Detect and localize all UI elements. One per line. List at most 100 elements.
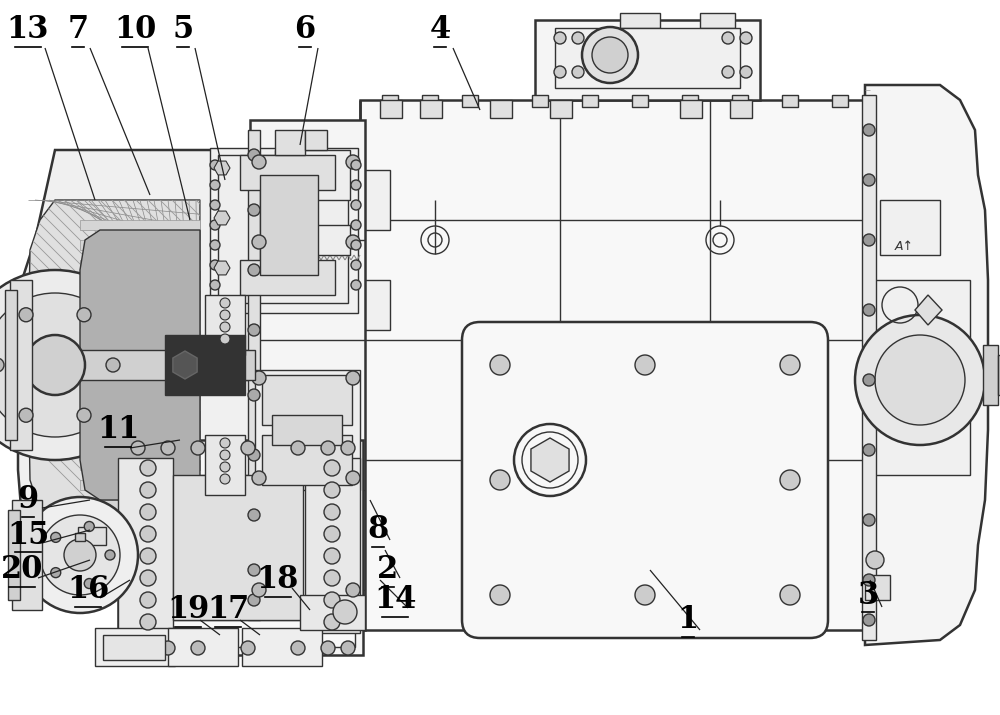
Bar xyxy=(5,290,17,440)
Polygon shape xyxy=(80,230,240,500)
Circle shape xyxy=(324,592,340,608)
Bar xyxy=(248,130,260,620)
Circle shape xyxy=(220,438,230,448)
Bar xyxy=(422,95,438,107)
Circle shape xyxy=(140,592,156,608)
Bar xyxy=(620,13,660,28)
Bar xyxy=(250,120,365,630)
Circle shape xyxy=(84,578,94,588)
Circle shape xyxy=(780,470,800,490)
Bar xyxy=(732,95,748,107)
Circle shape xyxy=(635,355,655,375)
Bar xyxy=(165,335,245,395)
Circle shape xyxy=(740,32,752,44)
Circle shape xyxy=(780,585,800,605)
Circle shape xyxy=(351,240,361,250)
Bar xyxy=(832,95,848,107)
Bar xyxy=(118,440,363,655)
Bar xyxy=(632,95,648,107)
Bar xyxy=(262,435,352,485)
Circle shape xyxy=(22,497,138,613)
Text: 20: 20 xyxy=(1,555,43,586)
Polygon shape xyxy=(865,85,988,645)
Circle shape xyxy=(572,32,584,44)
Circle shape xyxy=(291,441,305,455)
Circle shape xyxy=(77,408,91,423)
Circle shape xyxy=(554,66,566,78)
Circle shape xyxy=(351,160,361,170)
Circle shape xyxy=(863,234,875,246)
Bar xyxy=(983,345,998,405)
Text: 13: 13 xyxy=(7,14,49,46)
Bar xyxy=(730,100,752,118)
Polygon shape xyxy=(173,351,197,379)
Circle shape xyxy=(191,641,205,655)
Circle shape xyxy=(248,594,260,606)
Text: A↑: A↑ xyxy=(895,240,914,253)
Circle shape xyxy=(324,460,340,476)
Bar xyxy=(865,575,890,600)
Bar xyxy=(360,100,870,630)
Circle shape xyxy=(140,614,156,630)
Circle shape xyxy=(210,240,220,250)
Circle shape xyxy=(351,280,361,290)
Circle shape xyxy=(140,570,156,586)
Polygon shape xyxy=(18,150,250,580)
Circle shape xyxy=(324,526,340,542)
Bar xyxy=(255,370,360,490)
Circle shape xyxy=(131,641,145,655)
Circle shape xyxy=(51,568,61,578)
Circle shape xyxy=(191,441,205,455)
Circle shape xyxy=(324,504,340,520)
Circle shape xyxy=(324,570,340,586)
Bar xyxy=(682,95,698,107)
Bar xyxy=(550,100,572,118)
Circle shape xyxy=(210,200,220,210)
Circle shape xyxy=(572,66,584,78)
Text: 16: 16 xyxy=(67,574,109,606)
Bar xyxy=(360,280,390,330)
Bar xyxy=(462,95,478,107)
Bar xyxy=(305,458,360,633)
Bar xyxy=(700,13,735,28)
Text: 14: 14 xyxy=(374,584,416,616)
Circle shape xyxy=(333,600,357,624)
Bar xyxy=(10,280,32,450)
Polygon shape xyxy=(214,211,230,225)
Circle shape xyxy=(875,335,965,425)
Circle shape xyxy=(863,374,875,386)
Circle shape xyxy=(252,235,266,249)
Bar xyxy=(80,500,200,510)
Bar xyxy=(782,95,798,107)
Bar xyxy=(80,400,200,410)
Circle shape xyxy=(220,322,230,332)
Bar xyxy=(210,148,358,313)
Polygon shape xyxy=(214,161,230,175)
Circle shape xyxy=(248,564,260,576)
Circle shape xyxy=(105,550,115,560)
Circle shape xyxy=(51,533,61,543)
Bar xyxy=(998,355,1000,395)
Circle shape xyxy=(19,307,33,322)
Circle shape xyxy=(351,260,361,270)
Circle shape xyxy=(241,441,255,455)
Bar xyxy=(380,100,402,118)
Bar xyxy=(275,130,305,155)
Circle shape xyxy=(161,641,175,655)
Bar xyxy=(260,175,318,275)
Circle shape xyxy=(351,200,361,210)
Circle shape xyxy=(490,470,510,490)
Text: 5: 5 xyxy=(172,14,194,46)
Circle shape xyxy=(324,614,340,630)
Circle shape xyxy=(0,293,127,437)
Bar xyxy=(168,628,238,666)
Circle shape xyxy=(210,260,220,270)
Bar xyxy=(80,440,200,450)
Bar xyxy=(118,458,173,633)
Text: 8: 8 xyxy=(367,515,389,546)
Circle shape xyxy=(346,371,360,385)
Circle shape xyxy=(341,441,355,455)
Text: 2: 2 xyxy=(377,555,399,586)
Bar xyxy=(382,95,398,107)
Circle shape xyxy=(140,482,156,498)
